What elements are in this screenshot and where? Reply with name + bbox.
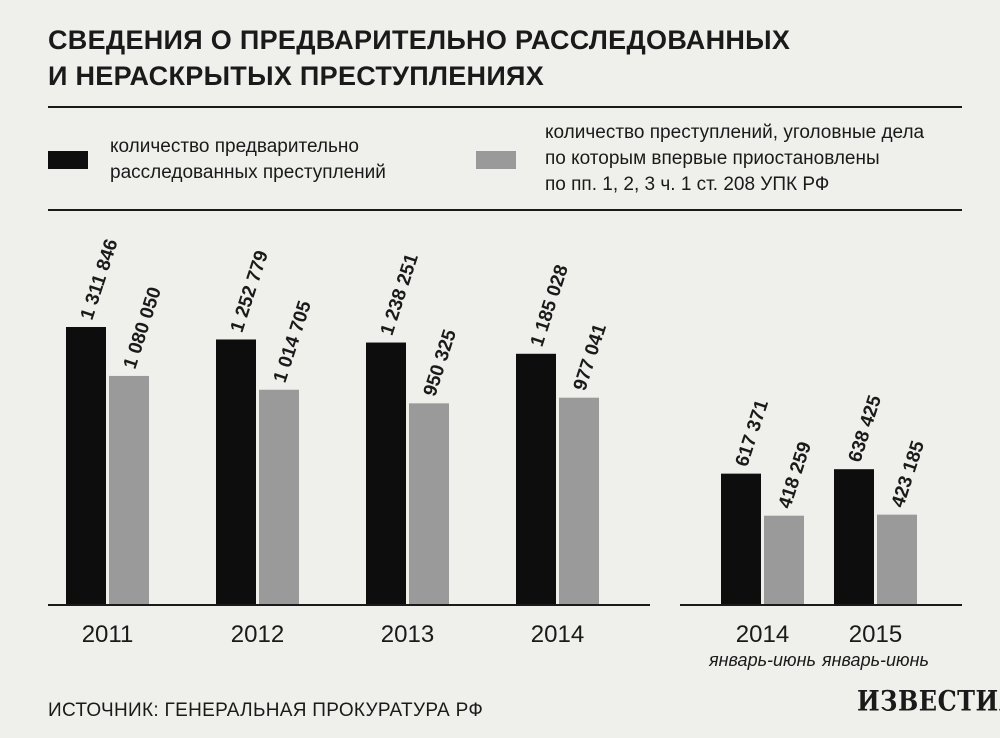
value-label: 1 185 028 [527, 262, 573, 349]
category-label: 2013 [381, 621, 434, 648]
title-line-1: СВЕДЕНИЯ О ПРЕДВАРИТЕЛЬНО РАССЛЕДОВАННЫХ [48, 25, 791, 55]
value-label: 950 325 [420, 327, 461, 399]
bar-series2 [259, 389, 299, 604]
bar-series2 [877, 514, 917, 604]
x-axis-baseline [48, 604, 650, 606]
legend-series2-line: по которым впервые приостановлены [545, 148, 880, 169]
legend-divider [48, 209, 962, 211]
x-axis-baseline [680, 604, 962, 606]
value-label: 617 371 [732, 397, 773, 469]
izvestia-logo: ИЗВЕСТИЯ [857, 683, 1000, 718]
bar-series1 [216, 339, 256, 604]
category-label: 2014 [531, 621, 584, 648]
bar-series2 [559, 397, 599, 604]
category-label: 2015 [849, 621, 902, 648]
legend-series2-line: по пп. 1, 2, 3 ч. 1 ст. 208 УПК РФ [545, 174, 830, 195]
category-label: 2011 [82, 621, 134, 648]
bar-series2 [409, 403, 449, 604]
top-divider [48, 106, 962, 108]
title-line-2: И НЕРАСКРЫТЫХ ПРЕСТУПЛЕНИЯХ [48, 61, 545, 91]
category-sublabel: январь-июнь [821, 650, 929, 670]
value-label: 1 238 251 [377, 251, 423, 338]
bar-series1 [721, 473, 761, 604]
chart-title: СВЕДЕНИЯ О ПРЕДВАРИТЕЛЬНО РАССЛЕДОВАННЫХ… [48, 22, 948, 94]
value-label: 423 185 [888, 438, 929, 510]
bar-series1 [66, 327, 106, 604]
value-label: 977 041 [570, 321, 611, 393]
legend-swatch-series2 [476, 151, 516, 169]
value-label: 1 311 846 [77, 237, 123, 323]
category-label: 2014 [736, 621, 789, 648]
bar-series1 [834, 469, 874, 604]
category-label: 2012 [231, 621, 284, 648]
value-label: 1 252 779 [227, 248, 273, 335]
value-label: 638 425 [845, 393, 886, 465]
legend-series2-line: количество преступлений, уголовные дела [545, 122, 925, 143]
source-note: ИСТОЧНИК: ГЕНЕРАЛЬНАЯ ПРОКУРАТУРА РФ [48, 700, 484, 721]
value-label: 1 080 050 [120, 285, 166, 372]
category-sublabel: январь-июнь [708, 650, 816, 670]
legend-label-series2: количество преступлений, уголовные дела … [545, 120, 924, 198]
legend-label-series1: количество предварительно расследованных… [110, 134, 386, 186]
bar-series2 [109, 375, 149, 604]
value-label: 1 014 705 [270, 298, 316, 385]
bar-series2 [764, 515, 804, 604]
bar-series1 [516, 353, 556, 604]
bar-series1 [366, 342, 406, 604]
value-label: 418 259 [775, 439, 816, 511]
legend-series1-line: количество предварительно [110, 136, 359, 157]
legend-swatch-series1 [48, 151, 88, 169]
legend-series1-line: расследованных преступлений [110, 162, 386, 183]
